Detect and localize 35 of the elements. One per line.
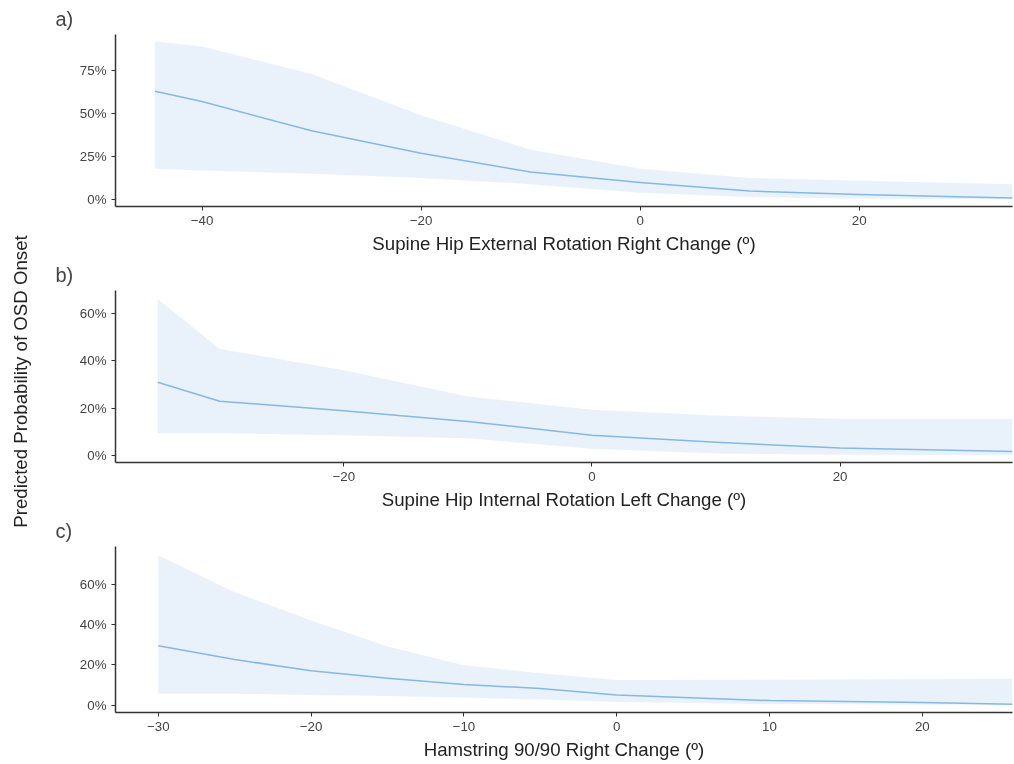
y-tick-label: 20% [79,400,107,416]
x-tick-label: −20 [332,468,356,484]
x-tick-label: 0 [613,718,621,734]
y-tick-label: 60% [79,305,107,321]
y-tick-label: 40% [79,616,107,632]
x-axis-title: Supine Hip External Rotation Right Change (º) [372,232,756,254]
y-tick-label: 0% [87,192,107,208]
x-tick-label: −20 [409,212,433,228]
x-tick-label: 0 [588,468,596,484]
x-tick-label: 20 [832,468,848,484]
line-series [157,645,1013,705]
y-tick-label: 20% [79,657,107,673]
x-tick-label: 0 [636,212,644,228]
y-tick-label: 0% [87,697,107,713]
x-tick-label: −20 [299,718,323,734]
chart-title: c) [55,519,73,542]
x-axis-title: Supine Hip Internal Rotation Left Change (º) [381,488,747,510]
line-series [156,381,1013,453]
y-tick-label: 75% [79,63,107,79]
x-tick-label: 20 [914,718,930,734]
line-series [154,90,1013,199]
y-axis-title: Predicted Probability of OSD Onset [10,234,32,528]
y-tick-label: 0% [87,448,107,464]
x-tick-label: −10 [452,718,476,734]
x-tick-label: −30 [146,718,170,734]
chart-title: b) [55,263,74,286]
x-axis-title: Hamstring 90/90 Right Change (º) [423,738,705,760]
y-tick-label: 50% [79,106,107,122]
x-tick-label: 20 [851,212,867,228]
x-tick-label: −40 [190,212,214,228]
x-tick-label: 10 [762,718,777,734]
y-tick-label: 25% [79,149,107,165]
y-tick-label: 40% [79,353,107,369]
y-tick-label: 60% [79,576,107,592]
chart-title: a) [55,7,74,30]
